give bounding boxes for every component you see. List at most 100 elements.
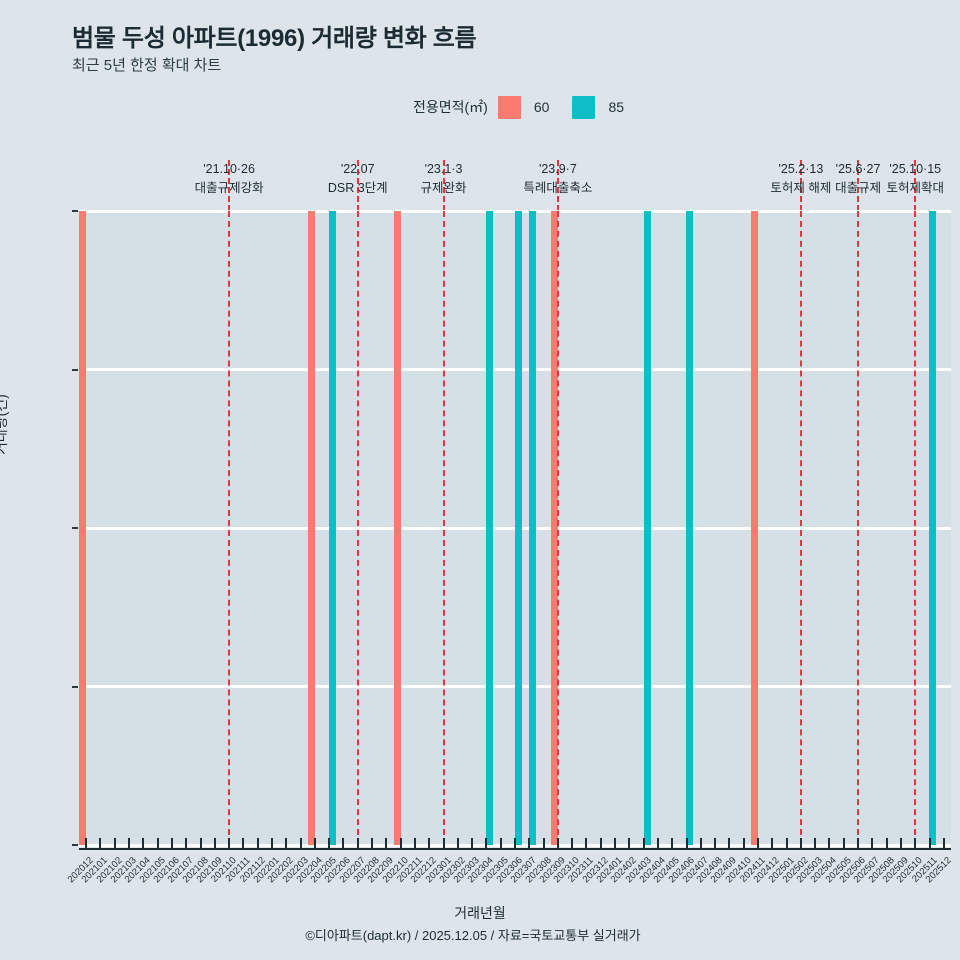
x-tick: [771, 838, 774, 849]
event-date: '23.9·7: [538, 162, 577, 176]
plot-area: [72, 209, 951, 847]
x-tick: [170, 838, 173, 849]
event-tick-202207: [356, 160, 359, 211]
x-tick: [399, 838, 402, 849]
x-tick: [614, 838, 617, 849]
bar-85-202511[interactable]: [929, 211, 937, 845]
x-tick: [928, 838, 931, 849]
bar-60-202309[interactable]: [550, 211, 558, 845]
event-label-202309: '23.9·7 특례대출축소: [523, 160, 592, 199]
bar-60-202210[interactable]: [393, 211, 401, 845]
x-tick: [256, 838, 259, 849]
event-line-202110: [228, 211, 231, 845]
x-tick: [142, 838, 145, 849]
x-tick: [185, 838, 188, 849]
bar-85-202307[interactable]: [529, 211, 537, 845]
x-tick: [99, 838, 102, 849]
x-tick: [270, 838, 273, 849]
legend: 전용면적(㎡) 60 85: [413, 95, 647, 119]
x-tick: [871, 838, 874, 849]
bar-60-202204[interactable]: [307, 211, 315, 845]
bar-85-202403[interactable]: [643, 211, 651, 845]
event-tick-202110: [228, 160, 231, 211]
event-name: DSR 3단계: [327, 181, 388, 196]
x-tick: [499, 838, 502, 849]
x-tick: [728, 838, 731, 849]
event-name: 특례대출축소: [523, 181, 593, 196]
event-name: 대출규제: [835, 181, 882, 196]
x-tick: [556, 838, 559, 849]
x-tick: [385, 838, 388, 849]
x-tick: [685, 838, 688, 849]
bar-85-202304[interactable]: [486, 211, 494, 845]
y-tick-mark: [72, 210, 78, 212]
x-tick: [671, 838, 674, 849]
x-tick: [628, 838, 631, 849]
bar-60-202012[interactable]: [79, 211, 87, 845]
y-axis-title: 거래량(건): [0, 394, 9, 455]
chart-title: 범물 두성 아파트(1996) 거래량 변화 흐름: [72, 25, 477, 52]
x-tick: [285, 838, 288, 849]
event-date: '25.6·27: [835, 162, 881, 176]
x-tick: [542, 838, 545, 849]
x-tick: [456, 838, 459, 849]
x-tick: [528, 838, 531, 849]
bar-60-202411[interactable]: [751, 211, 759, 845]
legend-swatch-85: [572, 95, 596, 119]
x-tick: [799, 838, 802, 849]
x-tick: [128, 838, 131, 849]
x-tick: [942, 838, 945, 849]
event-name: 규제완화: [420, 181, 467, 196]
event-line-202207: [356, 211, 359, 845]
event-name: 대출규제강화: [194, 181, 264, 196]
legend-label-85: 85: [608, 99, 625, 115]
x-tick: [742, 838, 745, 849]
event-date: '25.10·15: [889, 162, 942, 176]
event-tick-202309: [556, 160, 559, 211]
event-date: '23.1·3: [424, 162, 463, 176]
x-tick: [113, 838, 116, 849]
x-tick: [599, 838, 602, 849]
x-tick: [656, 838, 659, 849]
x-tick: [914, 838, 917, 849]
event-tick-202506: [857, 160, 860, 211]
x-tick: [828, 838, 831, 849]
event-date: '22.07: [340, 162, 375, 176]
event-label-202506: '25.6·27 대출규제: [835, 160, 881, 199]
legend-swatch-60: [497, 95, 521, 119]
x-tick: [342, 838, 345, 849]
event-name: 토허제 해제: [770, 181, 832, 196]
y-tick-mark: [72, 368, 78, 371]
x-tick: [199, 838, 202, 849]
legend-label-60: 60: [533, 99, 550, 115]
x-tick: [642, 838, 645, 849]
y-tick-mark: [72, 527, 78, 529]
x-tick: [785, 838, 788, 849]
bar-85-202306[interactable]: [514, 211, 522, 845]
x-tick: [156, 838, 159, 849]
event-tick-202301: [442, 160, 445, 211]
event-date: '25.2·13: [778, 162, 824, 176]
chart-subtitle: 최근 5년 한정 확대 차트: [72, 57, 222, 74]
event-label-202207: '22.07 DSR 3단계: [328, 160, 388, 199]
event-tick-202502: [799, 160, 802, 211]
x-tick: [442, 838, 445, 849]
event-label-202510: '25.10·15 토허제확대: [886, 160, 944, 199]
bar-85-202406[interactable]: [686, 211, 694, 845]
x-axis-title: 거래년월: [454, 905, 506, 921]
x-tick: [299, 838, 302, 849]
bar-85-202205[interactable]: [329, 211, 337, 845]
event-line-202309: [556, 211, 559, 845]
event-date: '21.10·26: [203, 162, 255, 176]
x-tick: [814, 838, 817, 849]
event-label-202502: '25.2·13 토허제 해제: [770, 160, 831, 199]
x-tick: [885, 838, 888, 849]
x-tick: [571, 838, 574, 849]
x-tick: [699, 838, 702, 849]
x-tick: [85, 838, 88, 849]
event-label-202110: '21.10·26 대출규제강화: [195, 160, 264, 199]
event-label-202301: '23.1·3 규제완화: [421, 160, 467, 199]
x-tick: [213, 838, 216, 849]
x-tick: [471, 838, 474, 849]
